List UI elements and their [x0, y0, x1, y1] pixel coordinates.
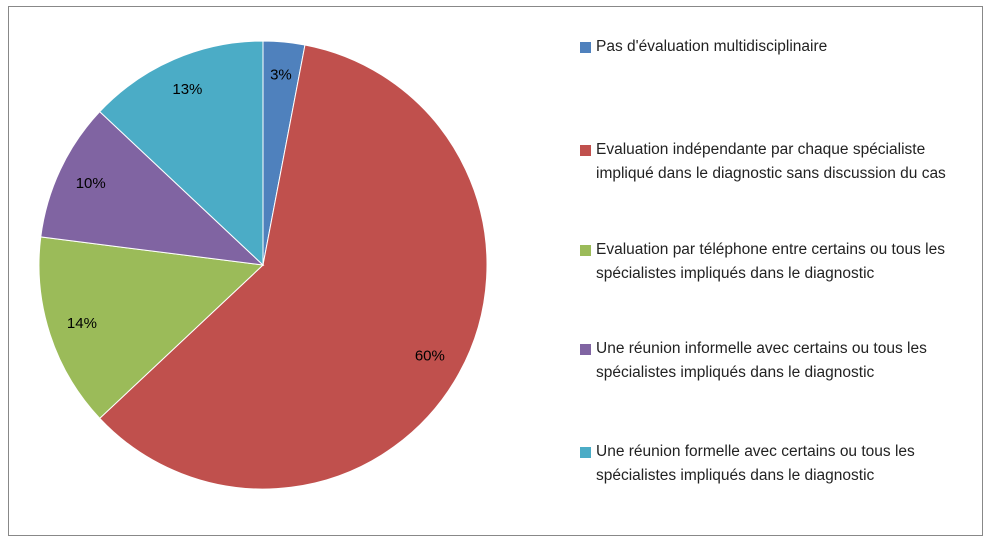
chart-frame [8, 6, 983, 536]
legend-label: Pas d'évaluation multidisciplinaire [596, 38, 828, 55]
legend-item: Evaluation par téléphone entre certains … [580, 238, 975, 286]
pie-slice [99, 40, 264, 267]
data-label: 10% [76, 175, 106, 192]
legend-item: Une réunion informelle avec certains ou … [580, 337, 975, 385]
legend-label: Evaluation indépendante par chaque spéci… [596, 141, 946, 182]
data-label: 14% [67, 315, 97, 332]
legend-item: Evaluation indépendante par chaque spéci… [580, 138, 975, 186]
data-label: 3% [270, 66, 292, 83]
legend-swatch [580, 145, 591, 156]
legend-label: Une réunion formelle avec certains ou to… [596, 443, 915, 484]
legend-swatch [580, 245, 591, 256]
legend-swatch [580, 42, 591, 53]
pie-slice [38, 236, 265, 420]
legend-item: Une réunion formelle avec certains ou to… [580, 440, 975, 488]
data-label: 60% [415, 348, 445, 365]
pie-slice [40, 110, 265, 266]
legend-label: Une réunion informelle avec certains ou … [596, 340, 927, 381]
legend-label: Evaluation par téléphone entre certains … [596, 241, 945, 282]
pie-slice [99, 44, 488, 490]
legend-swatch [580, 447, 591, 458]
data-label: 13% [172, 81, 202, 98]
legend-swatch [580, 344, 591, 355]
legend-item: Pas d'évaluation multidisciplinaire [580, 35, 975, 59]
